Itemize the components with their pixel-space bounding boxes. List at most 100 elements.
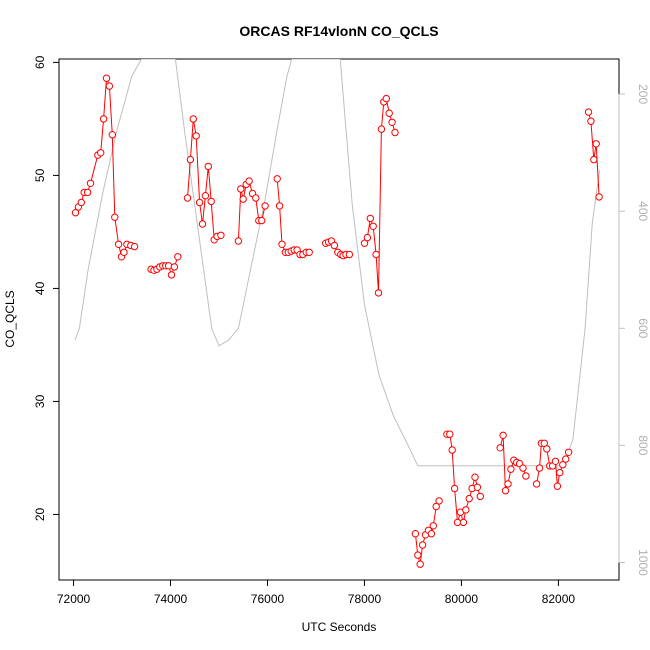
co-data-point (446, 430, 454, 438)
co-data-point (105, 82, 114, 90)
co-data-point (388, 118, 396, 127)
co-data-point (167, 271, 176, 279)
co-data-point (450, 484, 459, 493)
co-data-point (499, 431, 507, 439)
co-data-point (97, 149, 105, 157)
co-data-point (258, 216, 266, 225)
x-tick-label: 80000 (445, 592, 479, 606)
co-data-point (130, 242, 139, 251)
co-data-point (435, 497, 443, 505)
co-data-point (330, 241, 339, 250)
co-data-point (432, 502, 440, 511)
co-data-point (201, 192, 210, 200)
co-data-point (369, 222, 377, 231)
co-data-point (414, 551, 422, 559)
co-data-point (305, 248, 313, 257)
co-data-point (418, 541, 427, 549)
co-data-point (590, 155, 598, 164)
co-data-point (239, 195, 247, 203)
co-data-point (377, 125, 386, 133)
co-data-point (391, 128, 399, 137)
co-data-point (83, 188, 92, 197)
series-altitude (74, 59, 601, 467)
co-data-point (372, 250, 380, 259)
co-data-point (111, 213, 119, 221)
co-data-point (519, 464, 527, 472)
co-data-point (501, 487, 510, 495)
co-data-point (252, 194, 260, 202)
co-data-point (535, 464, 544, 472)
co-data-point (543, 445, 551, 453)
co-data-point (174, 253, 182, 261)
co-data-point (198, 220, 207, 228)
co-data-point (564, 448, 573, 456)
plot-frame (58, 58, 620, 581)
co-data-point (416, 560, 424, 568)
co-data-point (553, 482, 562, 490)
x-tick-label: 76000 (251, 592, 285, 606)
co-data-point (411, 530, 420, 538)
co-data-point (164, 262, 173, 270)
co-data-point (189, 115, 198, 123)
y-tick-label: 50 (33, 168, 47, 182)
series-co-qcls (71, 74, 603, 568)
co-data-point (587, 117, 595, 125)
co-data-point (429, 522, 437, 530)
co-data-point (562, 455, 570, 463)
co-data-point (170, 263, 179, 271)
right-tick-label: 800 (636, 435, 650, 455)
co-data-point (471, 473, 479, 481)
co-data-point (522, 472, 530, 480)
co-data-point (195, 198, 204, 207)
co-data-point (595, 193, 603, 201)
co-data-point (366, 214, 374, 223)
y-tick-label: 20 (33, 507, 47, 521)
y-axis-right: 200 400 600 800 1000 (618, 84, 650, 576)
co-data-point (556, 468, 564, 477)
co-data-point (278, 240, 286, 249)
co-data-point (459, 518, 468, 527)
co-line-segment (75, 78, 135, 259)
y-tick-label: 30 (33, 394, 47, 408)
right-tick-label: 200 (636, 84, 650, 104)
co-data-point (183, 194, 192, 202)
co-data-point (427, 530, 436, 538)
co-data-point (102, 74, 111, 82)
x-tick-label: 72000 (57, 592, 91, 606)
co-data-point (465, 494, 473, 503)
co-data-point (476, 492, 484, 501)
co-data-point (217, 231, 225, 240)
co-data-point (504, 480, 512, 488)
co-data-point (207, 197, 215, 206)
co-data-point (192, 132, 200, 140)
x-tick-label: 74000 (154, 592, 188, 606)
y-tick-label: 60 (33, 55, 47, 69)
co-data-point (592, 140, 600, 148)
right-tick-label: 1000 (636, 549, 650, 576)
co-data-point (114, 240, 123, 249)
co-data-point (186, 155, 195, 164)
co-data-point (462, 506, 470, 514)
co-data-point (496, 444, 504, 452)
co-data-point (77, 198, 86, 207)
co-data-point (584, 108, 593, 116)
co-data-point (234, 237, 243, 245)
co-data-point (245, 177, 253, 185)
co-data-point (385, 109, 393, 117)
x-axis: 72000 74000 76000 78000 80000 82000 (57, 579, 576, 606)
chart-title: ORCAS RF14vlonN CO_QCLS (239, 23, 438, 39)
y-tick-label: 40 (33, 281, 47, 295)
co-data-point (99, 115, 108, 123)
altitude-line (74, 59, 601, 467)
x-axis-label: UTC Seconds (302, 620, 377, 634)
co-data-point (273, 175, 281, 183)
x-tick-label: 82000 (542, 592, 576, 606)
co-data-point (551, 457, 560, 465)
co-data-point (363, 233, 372, 242)
co-data-point (473, 483, 482, 491)
co-data-point (532, 480, 541, 488)
right-tick-label: 400 (636, 201, 650, 221)
co-data-point (275, 202, 284, 210)
co-data-point (261, 202, 269, 210)
